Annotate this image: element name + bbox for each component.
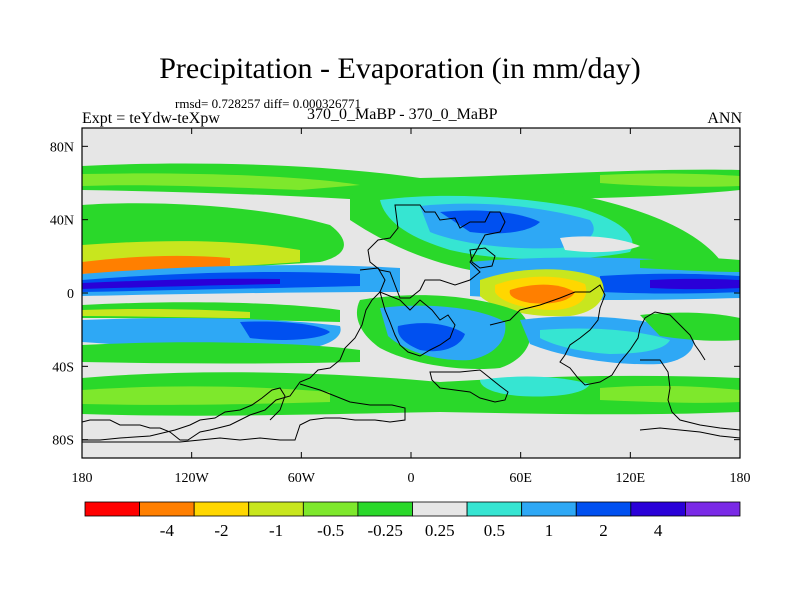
coastline-segment [469,247,496,269]
field-region [440,210,540,234]
lon-tick-label: 60E [509,471,532,486]
lon-tick-label: 0 [408,471,415,486]
colorbar-swatch [412,501,468,517]
lon-tick-label: 60W [288,471,316,486]
colorbar-swatch [302,501,359,517]
lat-tick-label: 40S [52,360,74,375]
colorbar-swatch [575,501,632,517]
field-region [82,255,230,274]
lat-tick-label: 40N [50,214,74,229]
coastline-segment [640,359,741,431]
colorbar-swatch [630,501,686,517]
colorbar-label: 4 [654,521,663,540]
field-region [82,386,330,405]
coastline-segment [429,369,509,403]
colorbar-swatch [84,501,140,517]
lon-tick-label: 120E [616,471,646,486]
main-title: Precipitation - Evaporation (in mm/day) [159,52,641,85]
coastline-segment [379,291,456,357]
season-label: ANN [707,110,742,127]
field-region [640,257,740,272]
coastline-segment [81,267,386,441]
colorbar-swatch [357,501,413,517]
coastline-segment [82,383,406,443]
lat-tick-label: 0 [67,287,74,302]
colorbar-swatch [685,501,741,517]
field-region [82,342,360,364]
colorbar-label: 2 [599,521,608,540]
colorbar-swatch [248,501,304,517]
experiment-label: Expt = teYdw-teXpw [82,110,220,127]
colorbar-label: -1 [269,521,283,540]
lat-tick-label: 80N [50,140,74,155]
field-region [240,321,330,340]
field-region [82,173,360,190]
colorbar-label: -0.5 [317,521,344,540]
colorbar-swatch [193,501,250,517]
field-region [600,173,740,187]
field-region [640,312,740,341]
field-region [82,308,250,318]
colorbar-label: -4 [160,521,175,540]
colorbar-swatch [466,501,523,517]
coastline-segment [639,427,741,439]
field-region [82,278,280,289]
lon-tick-label: 180 [72,471,93,486]
field-region [397,323,465,352]
latitude-axis: 80N 40N 0 40S 80S [50,140,740,449]
coastline-segment [489,284,706,386]
colorbar-swatch [521,501,577,517]
colorbar-label: 0.25 [425,521,455,540]
coastline-segment [82,387,286,441]
stats-line: rmsd= 0.728257 diff= 0.000326771 [175,96,361,111]
lon-tick-label: 120W [175,471,210,486]
colorbar-label: -0.25 [367,521,402,540]
field-region [650,278,740,290]
field-region [82,163,740,205]
lat-tick-label: 80S [52,434,74,449]
coastline-outlines [81,204,741,443]
longitude-axis: 180 120W 60W 0 60E 120E 180 [72,128,751,486]
lon-tick-label: 180 [730,471,751,486]
map-field [82,128,740,458]
colorbar: -4 -2 -1 -0.5 -0.25 0.25 0.5 1 2 4 [84,501,741,540]
colorbar-label: 1 [545,521,554,540]
field-region [560,236,640,253]
coastline-segment [367,204,506,299]
colorbar-label: -2 [214,521,228,540]
field-region [540,328,670,354]
field-region [600,385,740,403]
colorbar-label: 0.5 [484,521,505,540]
colorbar-swatch [139,501,195,517]
subtitle: 370_0_MaBP - 370_0_MaBP [307,106,498,123]
